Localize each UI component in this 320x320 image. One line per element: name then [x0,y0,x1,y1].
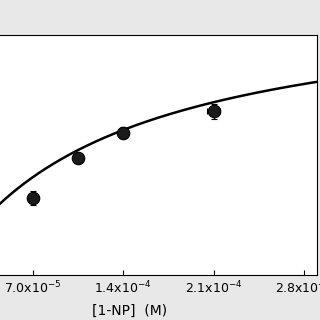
X-axis label: [1-NP]  (M): [1-NP] (M) [92,304,167,318]
